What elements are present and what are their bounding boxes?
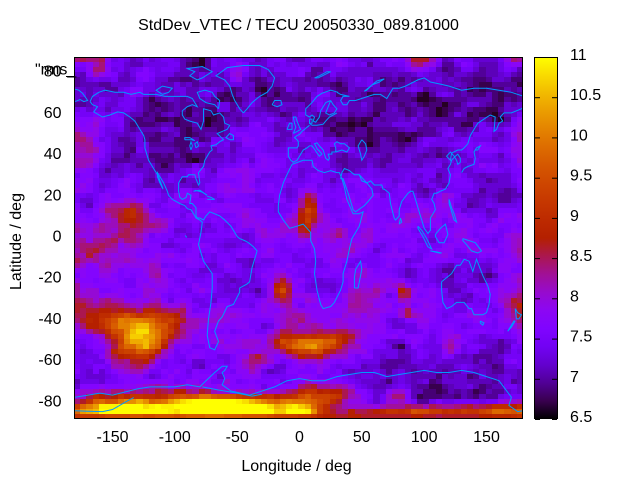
svg-text:Longitude / deg: Longitude / deg	[241, 458, 351, 475]
svg-text:150: 150	[473, 429, 500, 446]
svg-text:9: 9	[570, 208, 579, 225]
svg-text:-40: -40	[38, 311, 61, 328]
svg-text:-80: -80	[38, 393, 61, 410]
svg-text:100: 100	[411, 429, 438, 446]
svg-text:80: 80	[44, 64, 62, 81]
svg-text:7.5: 7.5	[570, 329, 592, 346]
svg-text:-50: -50	[226, 429, 249, 446]
svg-text:-60: -60	[38, 352, 61, 369]
svg-text:"rms_: "rms_	[35, 62, 77, 79]
svg-text:50: 50	[353, 429, 371, 446]
svg-text:8.5: 8.5	[570, 248, 592, 265]
svg-text:-150: -150	[96, 429, 128, 446]
svg-text:40: 40	[44, 146, 62, 163]
svg-text:0: 0	[53, 229, 62, 246]
svg-text:11: 11	[570, 47, 587, 64]
svg-text:-100: -100	[159, 429, 191, 446]
svg-text:9.5: 9.5	[570, 168, 592, 185]
svg-text:10: 10	[570, 127, 588, 144]
svg-text:6.5: 6.5	[570, 409, 592, 426]
svg-text:Latitude / deg: Latitude / deg	[8, 193, 25, 290]
svg-text:StdDev_VTEC / TECU 20050330_08: StdDev_VTEC / TECU 20050330_089.81000	[138, 17, 459, 34]
svg-text:7: 7	[570, 369, 579, 386]
svg-text:60: 60	[44, 105, 62, 122]
svg-text:20: 20	[44, 187, 62, 204]
svg-text:10.5: 10.5	[570, 87, 601, 104]
svg-text:8: 8	[570, 288, 579, 305]
svg-text:0: 0	[295, 429, 304, 446]
svg-text:-20: -20	[38, 270, 61, 287]
